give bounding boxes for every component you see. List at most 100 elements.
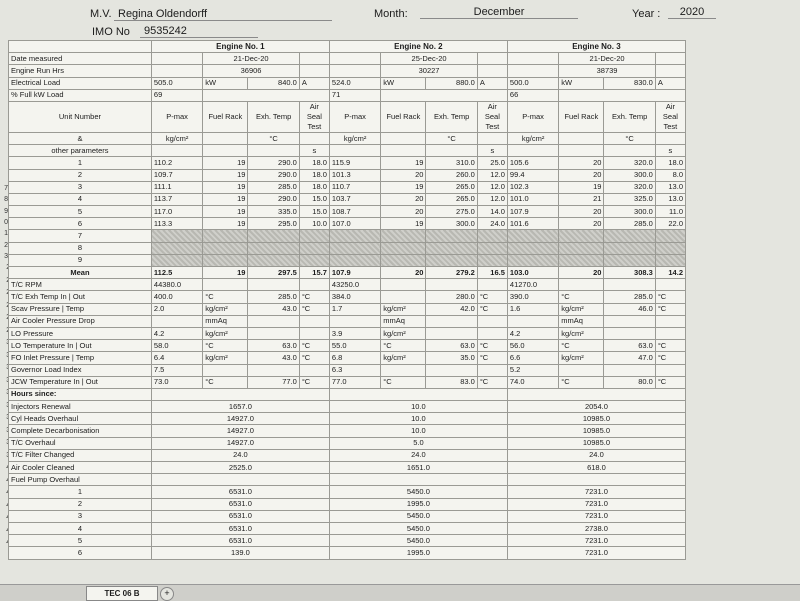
row-header[interactable]: 3 xyxy=(4,252,8,260)
param-value[interactable] xyxy=(425,363,478,377)
param-value[interactable]: 280.0 xyxy=(425,290,478,304)
value-cell[interactable]: 105.6 xyxy=(506,156,560,170)
hours-value[interactable]: 6531.0 xyxy=(150,497,330,511)
value-cell[interactable]: 12.0 xyxy=(476,168,508,182)
value-cell[interactable]: 99.4 xyxy=(506,168,560,182)
param-value[interactable]: 1.6 xyxy=(506,302,560,316)
param-value[interactable]: 4.2 xyxy=(506,326,560,341)
value-cell[interactable]: 300.0 xyxy=(603,205,656,219)
value-cell[interactable]: 8.0 xyxy=(654,168,687,182)
load-cell[interactable]: 505.0 xyxy=(150,76,204,90)
sheet-tab[interactable]: TEC 06 B xyxy=(86,586,158,601)
value-cell[interactable]: 19 xyxy=(202,192,249,207)
amps-cell[interactable]: 880.0 xyxy=(425,76,478,90)
param-value[interactable]: 63.0 xyxy=(247,339,300,353)
param-value[interactable]: 41270.0 xyxy=(506,278,560,292)
value-cell[interactable]: 19 xyxy=(380,217,427,231)
value-cell[interactable]: 12.0 xyxy=(476,180,508,194)
value-cell[interactable]: 101.3 xyxy=(328,168,382,182)
param-value[interactable]: 80.0 xyxy=(603,375,656,389)
hours-value[interactable]: 6531.0 xyxy=(150,485,330,499)
value-cell[interactable]: 19 xyxy=(202,217,249,231)
value-cell[interactable]: 18.0 xyxy=(298,180,330,194)
value-cell[interactable]: 18.0 xyxy=(298,156,330,170)
value-cell[interactable]: 12.0 xyxy=(476,192,508,207)
hours-value[interactable]: 14927.0 xyxy=(150,424,330,438)
value-cell[interactable]: 19 xyxy=(380,180,427,194)
param-value[interactable]: 384.0 xyxy=(328,290,382,304)
param-value[interactable] xyxy=(425,326,478,341)
run-hours-cell[interactable]: 38739 xyxy=(558,64,656,78)
value-cell[interactable]: 20 xyxy=(380,168,427,182)
hours-value[interactable]: 14927.0 xyxy=(150,436,330,450)
vessel-name-cell[interactable]: Regina Oldendorff xyxy=(114,8,332,21)
param-value[interactable]: 5.2 xyxy=(506,363,560,377)
param-value[interactable]: 1.7 xyxy=(328,302,382,316)
param-value[interactable]: 63.0 xyxy=(603,339,656,353)
value-cell[interactable]: 290.0 xyxy=(247,192,300,207)
add-sheet-icon[interactable]: + xyxy=(160,587,174,601)
cell[interactable] xyxy=(506,52,560,66)
value-cell[interactable]: 101.0 xyxy=(506,192,560,207)
value-cell[interactable]: 25.0 xyxy=(476,156,508,170)
hours-value[interactable]: 7231.0 xyxy=(506,534,687,548)
param-value[interactable] xyxy=(603,314,656,328)
param-value[interactable]: 46.0 xyxy=(603,302,656,316)
cell[interactable] xyxy=(328,64,382,78)
value-cell[interactable]: 117.0 xyxy=(150,205,204,219)
value-cell[interactable]: 22.0 xyxy=(654,217,687,231)
param-value[interactable] xyxy=(506,314,560,328)
value-cell[interactable]: 260.0 xyxy=(425,168,478,182)
pct-cell[interactable]: 69 xyxy=(150,88,204,102)
cell[interactable] xyxy=(558,88,686,102)
load-cell[interactable]: 524.0 xyxy=(328,76,382,90)
value-cell[interactable]: 285.0 xyxy=(603,217,656,231)
param-value[interactable]: 74.0 xyxy=(506,375,560,389)
param-value[interactable]: 285.0 xyxy=(603,290,656,304)
hours-value[interactable]: 2054.0 xyxy=(506,400,687,414)
value-cell[interactable]: 20 xyxy=(558,217,605,231)
param-value[interactable]: 47.0 xyxy=(603,351,656,365)
cell[interactable] xyxy=(298,52,330,66)
hours-value[interactable]: 5450.0 xyxy=(328,485,508,499)
hours-value[interactable]: 10.0 xyxy=(328,424,508,438)
amps-cell[interactable]: 830.0 xyxy=(603,76,656,90)
param-value[interactable]: 285.0 xyxy=(247,290,300,304)
param-value[interactable]: 3.9 xyxy=(328,326,382,341)
param-value[interactable]: 400.0 xyxy=(150,290,204,304)
hours-value[interactable]: 24.0 xyxy=(506,448,687,463)
value-cell[interactable]: 15.0 xyxy=(298,192,330,207)
hours-value[interactable]: 10.0 xyxy=(328,400,508,414)
value-cell[interactable]: 110.2 xyxy=(150,156,204,170)
hours-value[interactable]: 14927.0 xyxy=(150,412,330,426)
param-value[interactable]: 43.0 xyxy=(247,302,300,316)
value-cell[interactable]: 13.0 xyxy=(654,192,687,207)
value-cell[interactable]: 320.0 xyxy=(603,180,656,194)
value-cell[interactable]: 109.7 xyxy=(150,168,204,182)
value-cell[interactable]: 21 xyxy=(558,192,605,207)
value-cell[interactable]: 11.0 xyxy=(654,205,687,219)
param-value[interactable] xyxy=(247,278,300,292)
value-cell[interactable]: 20 xyxy=(558,205,605,219)
param-value[interactable] xyxy=(247,363,300,377)
value-cell[interactable]: 19 xyxy=(558,180,605,194)
cell[interactable] xyxy=(150,64,204,78)
value-cell[interactable]: 295.0 xyxy=(247,217,300,231)
param-value[interactable]: 55.0 xyxy=(328,339,382,353)
param-value[interactable]: 6.4 xyxy=(150,351,204,365)
load-cell[interactable]: 500.0 xyxy=(506,76,560,90)
value-cell[interactable]: 265.0 xyxy=(425,180,478,194)
value-cell[interactable]: 111.1 xyxy=(150,180,204,194)
hours-value[interactable]: 5450.0 xyxy=(328,509,508,523)
hours-value[interactable]: 7231.0 xyxy=(506,509,687,523)
run-hours-cell[interactable]: 30227 xyxy=(380,64,478,78)
value-cell[interactable]: 300.0 xyxy=(603,168,656,182)
hours-value[interactable] xyxy=(150,473,330,487)
value-cell[interactable]: 265.0 xyxy=(425,192,478,207)
value-cell[interactable]: 103.7 xyxy=(328,192,382,207)
cell[interactable] xyxy=(328,387,508,402)
hours-value[interactable]: 6531.0 xyxy=(150,534,330,548)
param-value[interactable]: 73.0 xyxy=(150,375,204,389)
pct-cell[interactable]: 66 xyxy=(506,88,560,102)
param-value[interactable]: 83.0 xyxy=(425,375,478,389)
